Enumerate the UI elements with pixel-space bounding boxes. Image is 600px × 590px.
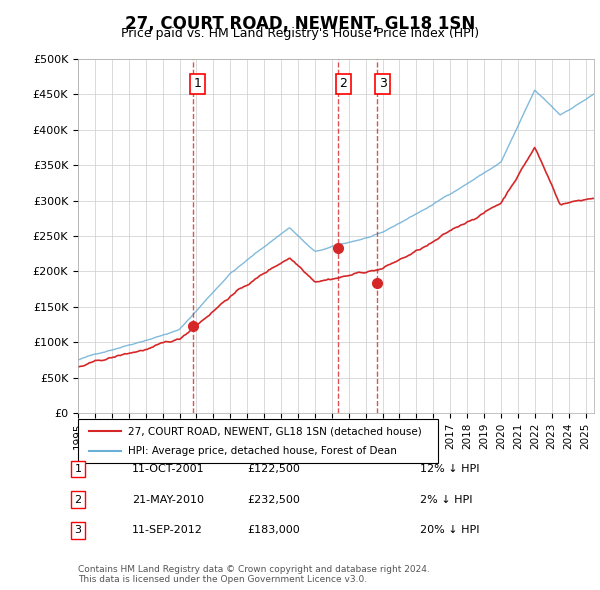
Text: 2: 2 <box>340 77 347 90</box>
Text: 27, COURT ROAD, NEWENT, GL18 1SN (detached house): 27, COURT ROAD, NEWENT, GL18 1SN (detach… <box>128 427 422 436</box>
Text: Price paid vs. HM Land Registry's House Price Index (HPI): Price paid vs. HM Land Registry's House … <box>121 27 479 40</box>
Text: 3: 3 <box>74 526 82 535</box>
FancyBboxPatch shape <box>78 419 438 463</box>
Text: £122,500: £122,500 <box>247 464 300 474</box>
Text: 21-MAY-2010: 21-MAY-2010 <box>132 495 204 504</box>
Text: Contains HM Land Registry data © Crown copyright and database right 2024.
This d: Contains HM Land Registry data © Crown c… <box>78 565 430 584</box>
Text: £183,000: £183,000 <box>247 526 300 535</box>
Text: 1: 1 <box>74 464 82 474</box>
Text: £232,500: £232,500 <box>247 495 300 504</box>
Text: 3: 3 <box>379 77 386 90</box>
Text: 1: 1 <box>194 77 202 90</box>
Text: HPI: Average price, detached house, Forest of Dean: HPI: Average price, detached house, Fore… <box>128 446 397 455</box>
Text: 12% ↓ HPI: 12% ↓ HPI <box>420 464 479 474</box>
Text: 2: 2 <box>74 495 82 504</box>
Text: 27, COURT ROAD, NEWENT, GL18 1SN: 27, COURT ROAD, NEWENT, GL18 1SN <box>125 15 475 33</box>
Text: 2% ↓ HPI: 2% ↓ HPI <box>420 495 473 504</box>
Text: 20% ↓ HPI: 20% ↓ HPI <box>420 526 479 535</box>
Text: 11-OCT-2001: 11-OCT-2001 <box>132 464 205 474</box>
Text: 11-SEP-2012: 11-SEP-2012 <box>132 526 203 535</box>
